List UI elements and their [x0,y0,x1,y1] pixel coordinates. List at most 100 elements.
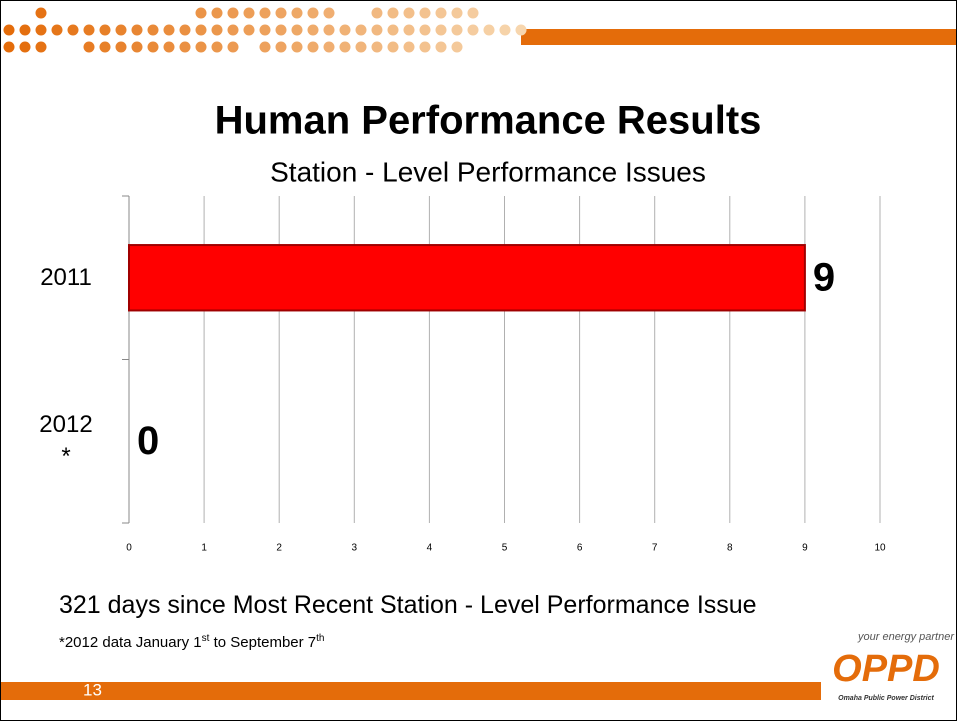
slide-title: Human Performance Results [215,99,762,143]
decor-dot [404,25,415,36]
decor-dot [420,25,431,36]
footnote: *2012 data January 1st to September 7th [59,633,324,651]
x-tick-label: 10 [874,543,886,554]
decor-dot [164,42,175,53]
y-tick-label: 2011 [23,262,109,294]
decor-dot [260,42,271,53]
decor-dot [372,8,383,19]
decor-dot [340,25,351,36]
decor-dot [260,25,271,36]
decor-dot [500,25,511,36]
decor-dot [388,42,399,53]
decor-dot [212,8,223,19]
decor-dot [292,25,303,36]
x-tick-label: 8 [727,543,733,554]
x-tick-label: 9 [802,543,808,554]
footnote-text: to September 7 [209,634,316,651]
decor-dot [420,8,431,19]
footnote-text: *2012 data January 1 [59,634,202,651]
decor-dot [180,25,191,36]
decor-dot [452,42,463,53]
decor-dot [468,8,479,19]
top-bar [521,29,956,45]
decor-dot [132,42,143,53]
decor-dot [36,42,47,53]
x-tick-label: 0 [126,543,132,554]
decor-dot [356,25,367,36]
decor-dot [100,42,111,53]
decor-dot [164,25,175,36]
decor-dot [20,25,31,36]
decor-dot [228,8,239,19]
decor-dot [276,42,287,53]
footnote-sup: th [316,633,324,644]
decor-dot [84,42,95,53]
decor-dot [356,42,367,53]
decor-dot [4,25,15,36]
decor-dot [148,42,159,53]
decor-dot [180,42,191,53]
x-tick-label: 3 [352,543,358,554]
decor-dot [100,25,111,36]
decor-dot [308,42,319,53]
decor-dot [228,25,239,36]
decor-dot [388,25,399,36]
decor-dot [452,25,463,36]
decor-dot [372,42,383,53]
decor-dot [276,8,287,19]
decor-dot [132,25,143,36]
decor-dot [196,25,207,36]
decor-dot [436,25,447,36]
decor-dot [84,25,95,36]
decor-dot [308,8,319,19]
decor-dot [212,42,223,53]
decor-dot [196,8,207,19]
bar [129,245,805,310]
slide: Human Performance Results Station - Leve… [0,0,957,721]
chart-title: Station - Level Performance Issues [270,156,706,187]
decor-dot [36,8,47,19]
x-tick-label: 2 [276,543,282,554]
decor-dot [148,25,159,36]
decor-dot [388,8,399,19]
logo-full-name: Omaha Public Power District [838,695,934,702]
decor-dot [372,25,383,36]
decor-dot [244,25,255,36]
x-tick-label: 5 [502,543,508,554]
decor-dot [340,42,351,53]
decor-dot [36,25,47,36]
decor-dot [420,42,431,53]
decor-dot [516,25,527,36]
decor-dot [324,25,335,36]
decor-dot [20,42,31,53]
y-tick-label: 2012 * [23,409,109,473]
decor-dot [116,42,127,53]
decor-dot [324,8,335,19]
decor-dot [4,42,15,53]
x-tick-label: 7 [652,543,658,554]
decor-dot [452,8,463,19]
decor-dot [404,8,415,19]
decor-dot [404,42,415,53]
data-label: 9 [813,255,835,299]
logo-tagline: your energy partner [857,631,955,643]
decor-dot [116,25,127,36]
decor-dot [196,42,207,53]
data-label: 0 [137,419,159,463]
x-tick-label: 6 [577,543,583,554]
decor-dot [68,25,79,36]
decor-dot [324,42,335,53]
decor-dot [212,25,223,36]
decor-dot [292,8,303,19]
decor-dot [244,8,255,19]
bottom-bar [1,682,821,700]
summary: 321 days since Most Recent Station - Lev… [59,591,757,620]
decor-dot [468,25,479,36]
decor-dot [436,8,447,19]
decor-dot [292,42,303,53]
decor-dot [484,25,495,36]
decor-dot [436,42,447,53]
decor-dot [228,42,239,53]
decor-dot [308,25,319,36]
decor-dot [52,25,63,36]
